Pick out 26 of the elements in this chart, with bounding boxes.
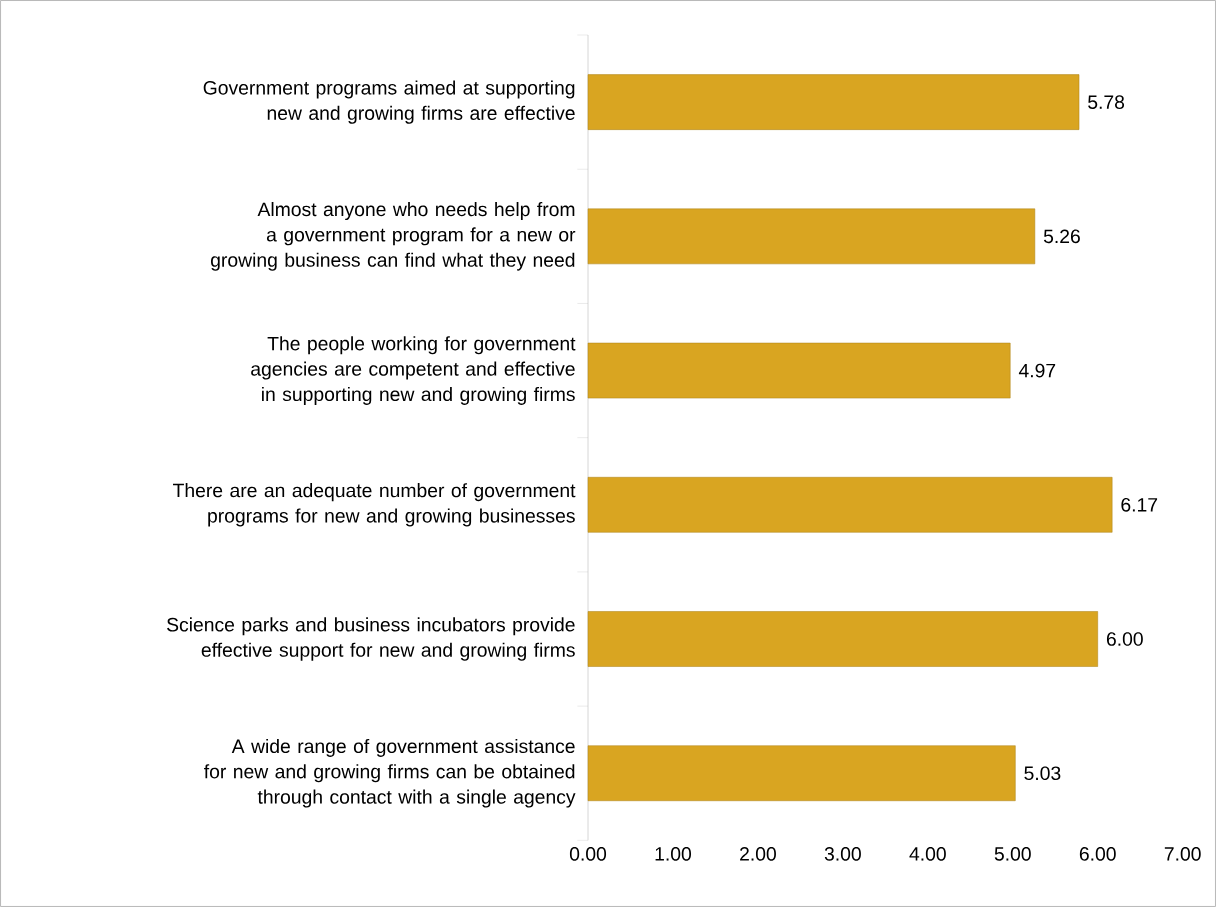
x-tick-label: 6.00: [1079, 847, 1116, 861]
y-tick-label: Government programs aimed at supporting new and growing firms are effective: [203, 80, 575, 124]
bar: [587, 477, 1113, 533]
x-tick-label: 1.00: [655, 847, 692, 861]
x-tick-label: 2.00: [740, 847, 776, 861]
data-label: 6.00: [1106, 632, 1143, 646]
bar: [587, 74, 1080, 130]
y-tick-label: There are an adequate number of government programs for new and growing businesses: [173, 483, 576, 527]
data-label: 5.03: [1024, 766, 1061, 781]
x-tick-label: 0.00: [569, 847, 607, 861]
y-tick-label: The people working for government agencies are competent and effective in supporting new and growing firms: [251, 336, 576, 405]
data-label: 5.78: [1088, 95, 1125, 109]
data-label: 6.17: [1121, 497, 1158, 512]
bar: [587, 745, 1016, 802]
x-tick-label: 7.00: [1164, 847, 1201, 861]
x-tick-label: 3.00: [824, 847, 861, 861]
y-tick-label: Science parks and business incubators provide effective support for new and growing firms: [167, 617, 575, 661]
x-tick-label: 5.00: [994, 847, 1031, 861]
data-label: 4.97: [1018, 363, 1056, 378]
bar: [587, 611, 1098, 667]
x-tick-label: 4.00: [909, 847, 946, 861]
y-tick-label: A wide range of government assistance for new and growing firms can be obtained through contact with a single agency: [204, 738, 576, 808]
bar: [587, 208, 1036, 265]
y-tick-label: Almost anyone who needs help from a government program for a new or growing business can find what they need: [211, 202, 576, 271]
bar: [587, 342, 1011, 399]
data-label: 5.26: [1043, 229, 1080, 244]
